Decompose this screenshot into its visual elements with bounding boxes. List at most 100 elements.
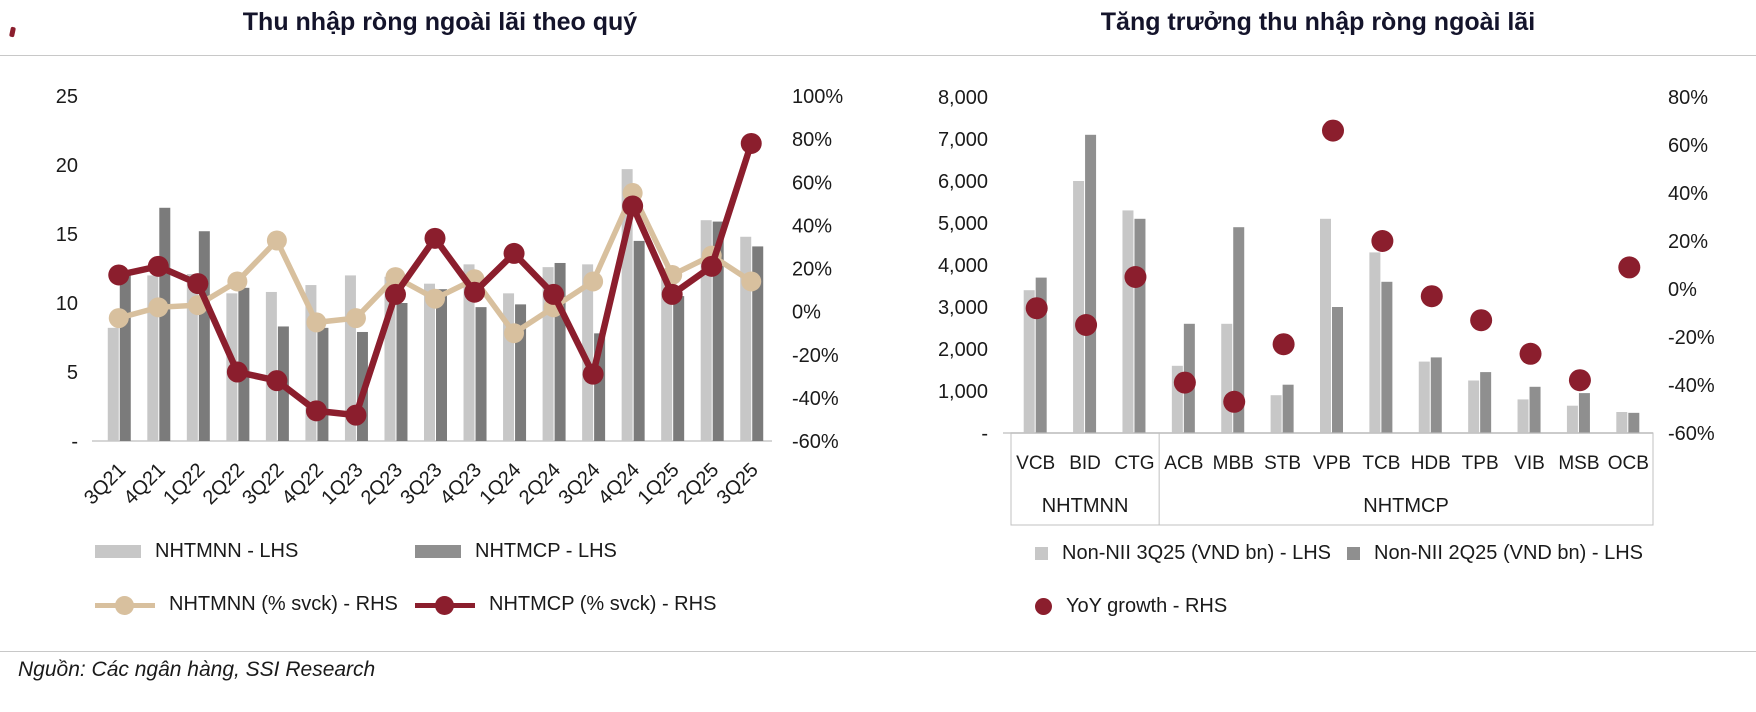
- bar-bar_light: [1073, 181, 1085, 433]
- bar-bar_light: [305, 285, 317, 441]
- x-label: STB: [1264, 453, 1301, 474]
- bar-bar_dark_left: [475, 307, 487, 441]
- bar-bar_light: [1517, 399, 1529, 433]
- bar-bar_light: [661, 272, 673, 441]
- left-axis-tick: 10: [56, 293, 78, 315]
- bar-bar_dark_left: [752, 246, 764, 441]
- bar-bar_light: [424, 283, 435, 441]
- bar-bar_dark_right: [1134, 218, 1146, 433]
- series-dot-maroon: [701, 255, 723, 277]
- bar-bar_light: [1616, 412, 1628, 433]
- category-axis-box: [1010, 432, 1654, 526]
- x-label: MBB: [1213, 453, 1254, 474]
- right-axis-tick: 0%: [792, 302, 821, 324]
- x-label: CTG: [1114, 453, 1154, 474]
- series-dot-maroon: [187, 273, 209, 295]
- right-axis-tick: -60%: [792, 431, 839, 453]
- left-axis-tick: 1,000: [938, 381, 988, 403]
- legend-swatch-nhtmnn-bar: [95, 545, 141, 558]
- left-axis-tick: 5: [67, 362, 78, 384]
- legend-label: Non-NII 3Q25 (VND bn) - LHS: [1062, 542, 1331, 564]
- left-axis-tick: 8,000: [938, 87, 988, 109]
- x-label: 2Q25: [673, 459, 723, 509]
- right-axis-tick: -20%: [1668, 327, 1715, 349]
- legend-swatch-nhtmnn-line: [95, 595, 155, 615]
- x-label: ACB: [1164, 453, 1203, 474]
- bar-bar_dark_left: [673, 296, 685, 441]
- bar-bar_light: [463, 264, 475, 441]
- bar-bar_light: [542, 267, 554, 441]
- x-label: 3Q21: [80, 459, 130, 509]
- right-axis-tick: -60%: [1668, 423, 1715, 445]
- left-chart-title: Thu nhập ròng ngoài lãi theo quý: [242, 8, 638, 36]
- bar-bar_light: [1468, 380, 1480, 433]
- x-label: VCB: [1016, 453, 1055, 474]
- series-dot-maroon: [543, 283, 565, 305]
- group-label: NHTMNN: [1042, 495, 1129, 517]
- series-dot-maroon: [345, 404, 367, 426]
- bar-bar_dark_left: [554, 262, 566, 441]
- left-axis-tick: 25: [56, 86, 78, 108]
- legend-swatch-3q25: [1035, 547, 1048, 560]
- legend-label: NHTMNN (% svck) - RHS: [169, 593, 398, 615]
- left-chart-legend: NHTMNN - LHS NHTMCP - LHS NHTMNN (% svck…: [95, 540, 716, 616]
- bar-bar_light: [1122, 210, 1134, 433]
- series-dot-tan: [266, 230, 287, 251]
- series-dot-tan: [306, 312, 327, 333]
- series-dot-maroon: [147, 255, 169, 277]
- bar-bar_light: [503, 293, 515, 441]
- yoy-dot: [1223, 390, 1246, 413]
- x-label: VPB: [1313, 453, 1351, 474]
- bottom-divider-line: [0, 651, 1756, 652]
- source-note: Nguồn: Các ngân hàng, SSI Research: [18, 658, 376, 681]
- series-dot-maroon: [424, 227, 446, 249]
- yoy-dot: [1025, 297, 1048, 320]
- yoy-dot: [1272, 333, 1295, 356]
- yoy-dot: [1568, 369, 1591, 392]
- bar-bar_light: [621, 169, 633, 441]
- bar-bar_light: [107, 327, 119, 441]
- x-label: VIB: [1514, 453, 1545, 474]
- x-label: 2Q24: [515, 459, 565, 509]
- left-axis-tick: 6,000: [938, 171, 988, 193]
- legend-item-nhtmnn-bars: NHTMNN - LHS: [95, 540, 415, 563]
- series-dot-tan: [108, 308, 129, 329]
- bar-bar_dark_left: [594, 333, 606, 441]
- legend-label: YoY growth - RHS: [1066, 595, 1228, 617]
- legend-swatch-nhtmcp-line: [415, 595, 475, 615]
- legend-label: NHTMNN - LHS: [155, 540, 299, 562]
- legend-item-nonnii-2q25: Non-NII 2Q25 (VND bn) - LHS: [1347, 542, 1643, 565]
- left-axis-tick: -: [981, 423, 988, 445]
- legend-swatch-2q25: [1347, 547, 1360, 560]
- x-label: 3Q22: [238, 459, 288, 509]
- right-axis-tick: 60%: [792, 172, 832, 194]
- right-axis-tick: 20%: [1668, 231, 1708, 253]
- right-axis-tick: 40%: [1668, 183, 1708, 205]
- yoy-dot: [1124, 266, 1147, 288]
- bar-bar_dark_right: [1529, 386, 1541, 433]
- series-dot-tan: [583, 271, 604, 292]
- bar-bar_dark_right: [1578, 393, 1590, 433]
- x-label: 2Q23: [357, 459, 407, 509]
- right-axis-tick: 60%: [1668, 135, 1708, 157]
- bar-bar_dark_right: [1282, 384, 1294, 433]
- bar-bar_dark_right: [1381, 281, 1393, 433]
- legend-swatch-nhtmcp-bar: [415, 545, 461, 558]
- yoy-dot: [1371, 230, 1394, 252]
- right-axis-tick: 0%: [1668, 279, 1697, 301]
- series-dot-maroon: [464, 281, 486, 303]
- series-dot-maroon: [305, 400, 327, 422]
- right-axis-tick: -40%: [792, 388, 839, 410]
- left-axis-tick: -: [71, 431, 78, 453]
- series-dot-maroon: [661, 283, 683, 305]
- series-dot-maroon: [503, 242, 525, 264]
- bar-bar_light: [740, 236, 752, 441]
- bar-bar_dark_right: [1085, 134, 1097, 434]
- right-axis-tick: 80%: [792, 129, 832, 151]
- bar-bar_light: [384, 276, 396, 441]
- x-label: 1Q23: [317, 459, 367, 509]
- bar-bar_dark_right: [1480, 372, 1492, 433]
- bar-bar_dark_right: [1628, 412, 1640, 433]
